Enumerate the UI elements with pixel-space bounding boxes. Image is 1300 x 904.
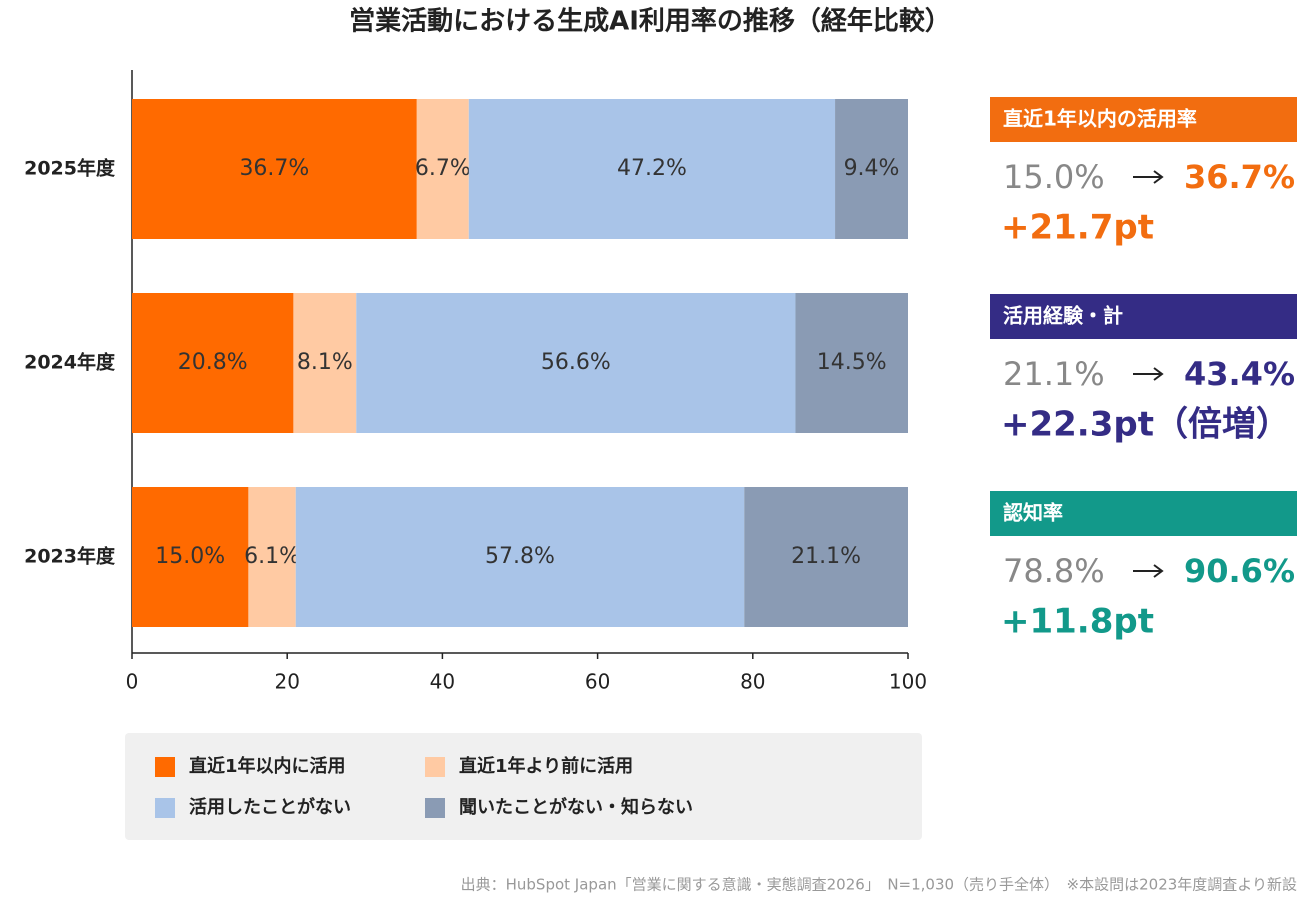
panel-to: 90.6% — [1184, 552, 1295, 590]
legend-label: 活用したことがない — [189, 796, 351, 818]
legend-label: 聞いたことがない・知らない — [459, 796, 693, 818]
data-label: 8.1% — [297, 350, 353, 375]
panel-from: 15.0% — [1003, 158, 1105, 196]
panel-change: +21.7pt — [1001, 208, 1154, 248]
x-tick-label: 20 — [274, 670, 299, 694]
legend-swatch — [425, 798, 445, 818]
panel-change: +11.8pt — [1001, 602, 1154, 642]
legend-box — [125, 733, 922, 840]
data-label: 56.6% — [541, 350, 611, 375]
legend-swatch — [155, 757, 175, 777]
panel-from: 78.8% — [1003, 552, 1105, 590]
bar-segment — [795, 293, 908, 433]
chart-title: 営業活動における生成AI利用率の推移（経年比較） — [349, 6, 951, 37]
legend-label: 直近1年より前に活用 — [459, 755, 633, 777]
data-label: 6.1% — [244, 544, 300, 569]
data-label: 47.2% — [617, 156, 687, 181]
x-tick-label: 60 — [585, 670, 610, 694]
legend-label: 直近1年以内に活用 — [189, 755, 346, 777]
panel-to: 36.7% — [1184, 158, 1295, 196]
x-tick-label: 0 — [126, 670, 139, 694]
data-label: 21.1% — [791, 544, 861, 569]
panel-arrow — [1133, 564, 1164, 578]
bar-segment — [132, 487, 249, 627]
data-label: 36.7% — [239, 156, 309, 181]
x-tick-label: 80 — [740, 670, 765, 694]
bar-segment — [744, 487, 908, 627]
source-note: 出典：HubSpot Japan「営業に関する意識・実態調査2026」 N=1,… — [461, 876, 1297, 894]
bar-segment — [295, 487, 745, 627]
data-label: 9.4% — [844, 156, 900, 181]
bar-segment — [132, 293, 294, 433]
panel-to: 43.4% — [1184, 355, 1295, 393]
bar-segment — [468, 99, 836, 239]
legend-swatch — [155, 798, 175, 818]
panel-title: 活用経験・計 — [1003, 304, 1123, 328]
panel-title: 認知率 — [1003, 501, 1063, 525]
x-tick-label: 40 — [430, 670, 455, 694]
panel-header — [990, 97, 1297, 142]
panel-change: +22.3pt（倍増） — [1001, 405, 1290, 445]
panel-header — [990, 491, 1297, 536]
bar-segment — [356, 293, 796, 433]
bar-segment — [416, 99, 469, 239]
y-tick-label: 2025年度 — [24, 157, 116, 180]
data-label: 20.8% — [178, 350, 248, 375]
x-tick-label: 100 — [889, 670, 927, 694]
legend-swatch — [425, 757, 445, 777]
data-label: 6.7% — [415, 156, 471, 181]
data-label: 57.8% — [485, 544, 555, 569]
panel-header — [990, 294, 1297, 339]
panel-title: 直近1年以内の活用率 — [1003, 107, 1197, 131]
bar-segment — [132, 99, 417, 239]
panel-arrow — [1133, 170, 1164, 184]
panel-from: 21.1% — [1003, 355, 1105, 393]
y-tick-label: 2024年度 — [24, 351, 116, 374]
data-label: 15.0% — [155, 544, 225, 569]
bar-segment — [248, 487, 296, 627]
bar-segment — [835, 99, 908, 239]
y-tick-label: 2023年度 — [24, 545, 116, 568]
panel-arrow — [1133, 367, 1164, 381]
bar-segment — [293, 293, 357, 433]
data-label: 14.5% — [817, 350, 887, 375]
